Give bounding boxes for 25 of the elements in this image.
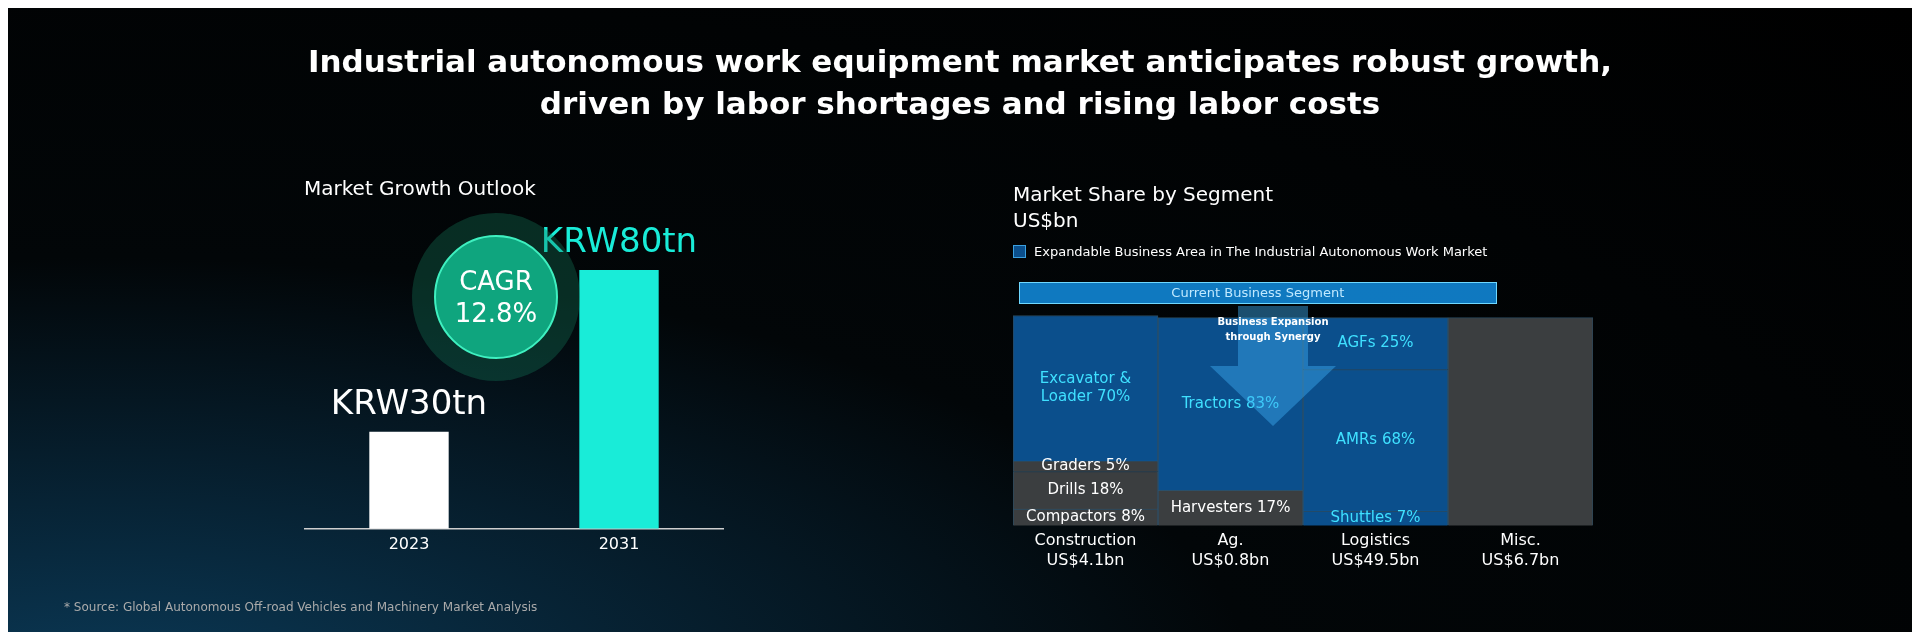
text: * Source: Global Autonomous Off-road Vehicles and Machinery Market Analysis (64, 600, 538, 614)
data-label: Tractors 83% (1180, 393, 1280, 412)
x-tick-label: Logistics US$49.5bn (1331, 530, 1420, 569)
x-tick-label: Construction US$4.1bn (1034, 530, 1137, 569)
x-tick-label: 2023 (388, 533, 430, 553)
chart-title: Market Share by Segment (1013, 182, 1274, 206)
data-label: Harvesters 17% (1170, 497, 1291, 516)
annotation: CAGR 12.8% (454, 265, 538, 329)
text: Expandable Business Area in The Industrial Autonomous Work Market (1034, 244, 1488, 259)
data-label: Shuttles 7% (1330, 508, 1421, 527)
x-tick-label: Misc. US$6.7bn (1481, 530, 1560, 569)
data-label: AGFs 25% (1337, 333, 1414, 352)
text: Industrial autonomous work equipment market anticipates robust growth, driven by labor shortages and rising labor costs (306, 42, 1614, 123)
data-label: Compactors 8% (1026, 507, 1145, 526)
data-label: Drills 18% (1047, 480, 1124, 499)
x-tick-label: Ag. US$0.8bn (1191, 530, 1270, 569)
data-label: AMRs 68% (1335, 430, 1416, 449)
annotation: Business Expansion through Synergy (1216, 315, 1330, 344)
data-label: Graders 5% (1041, 456, 1130, 475)
chart-subtitle: Market Growth Outlook (304, 176, 536, 200)
chart-subtitle: US$bn (1013, 208, 1079, 232)
data-label: Excavator & Loader 70% (1039, 369, 1132, 406)
x-tick-label: 2031 (598, 533, 640, 553)
labelled-strip: Current Business Segment (1019, 282, 1497, 304)
data-label: KRW30tn (330, 381, 488, 422)
